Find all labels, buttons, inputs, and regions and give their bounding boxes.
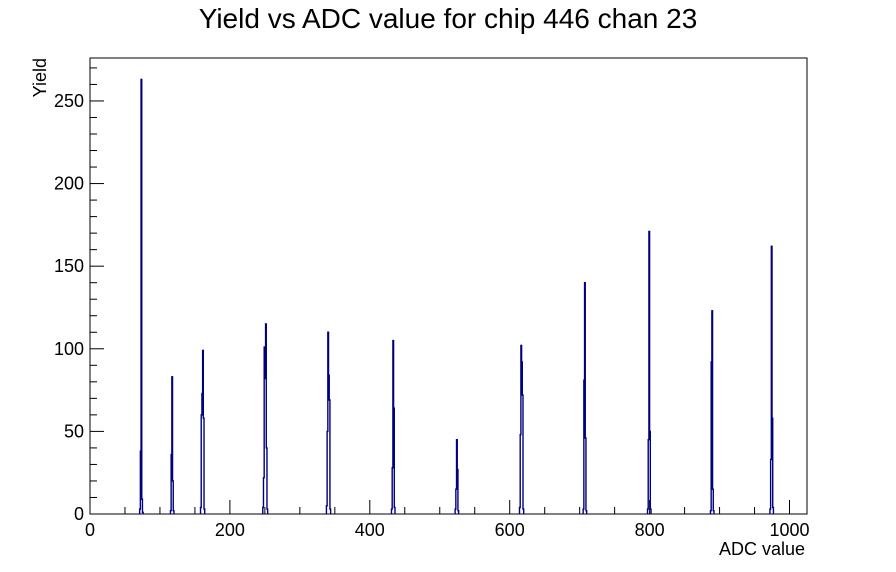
x-axis-tick-labels: 0 200 400 600 800 1000 xyxy=(85,520,810,540)
x-tick-label: 800 xyxy=(635,520,665,540)
y-axis-tick-labels: 0 50 100 150 200 250 xyxy=(54,91,84,524)
x-tick-label: 600 xyxy=(495,520,525,540)
y-tick-label: 200 xyxy=(54,174,84,194)
y-tick-label: 0 xyxy=(74,504,84,524)
x-axis-ticks xyxy=(89,500,791,514)
y-axis-label: Yield xyxy=(30,58,50,97)
x-tick-label: 1000 xyxy=(769,520,809,540)
y-tick-label: 50 xyxy=(64,421,84,441)
y-axis-ticks xyxy=(90,67,104,515)
y-tick-label: 100 xyxy=(54,339,84,359)
histogram-bins xyxy=(139,78,774,514)
chart-title: Yield vs ADC value for chip 446 chan 23 xyxy=(199,3,698,34)
plot-frame xyxy=(89,57,808,515)
x-tick-label: 200 xyxy=(215,520,245,540)
x-axis-label: ADC value xyxy=(719,539,805,559)
x-tick-label: 0 xyxy=(85,520,95,540)
y-tick-label: 250 xyxy=(54,91,84,111)
y-tick-label: 150 xyxy=(54,256,84,276)
x-tick-label: 400 xyxy=(355,520,385,540)
